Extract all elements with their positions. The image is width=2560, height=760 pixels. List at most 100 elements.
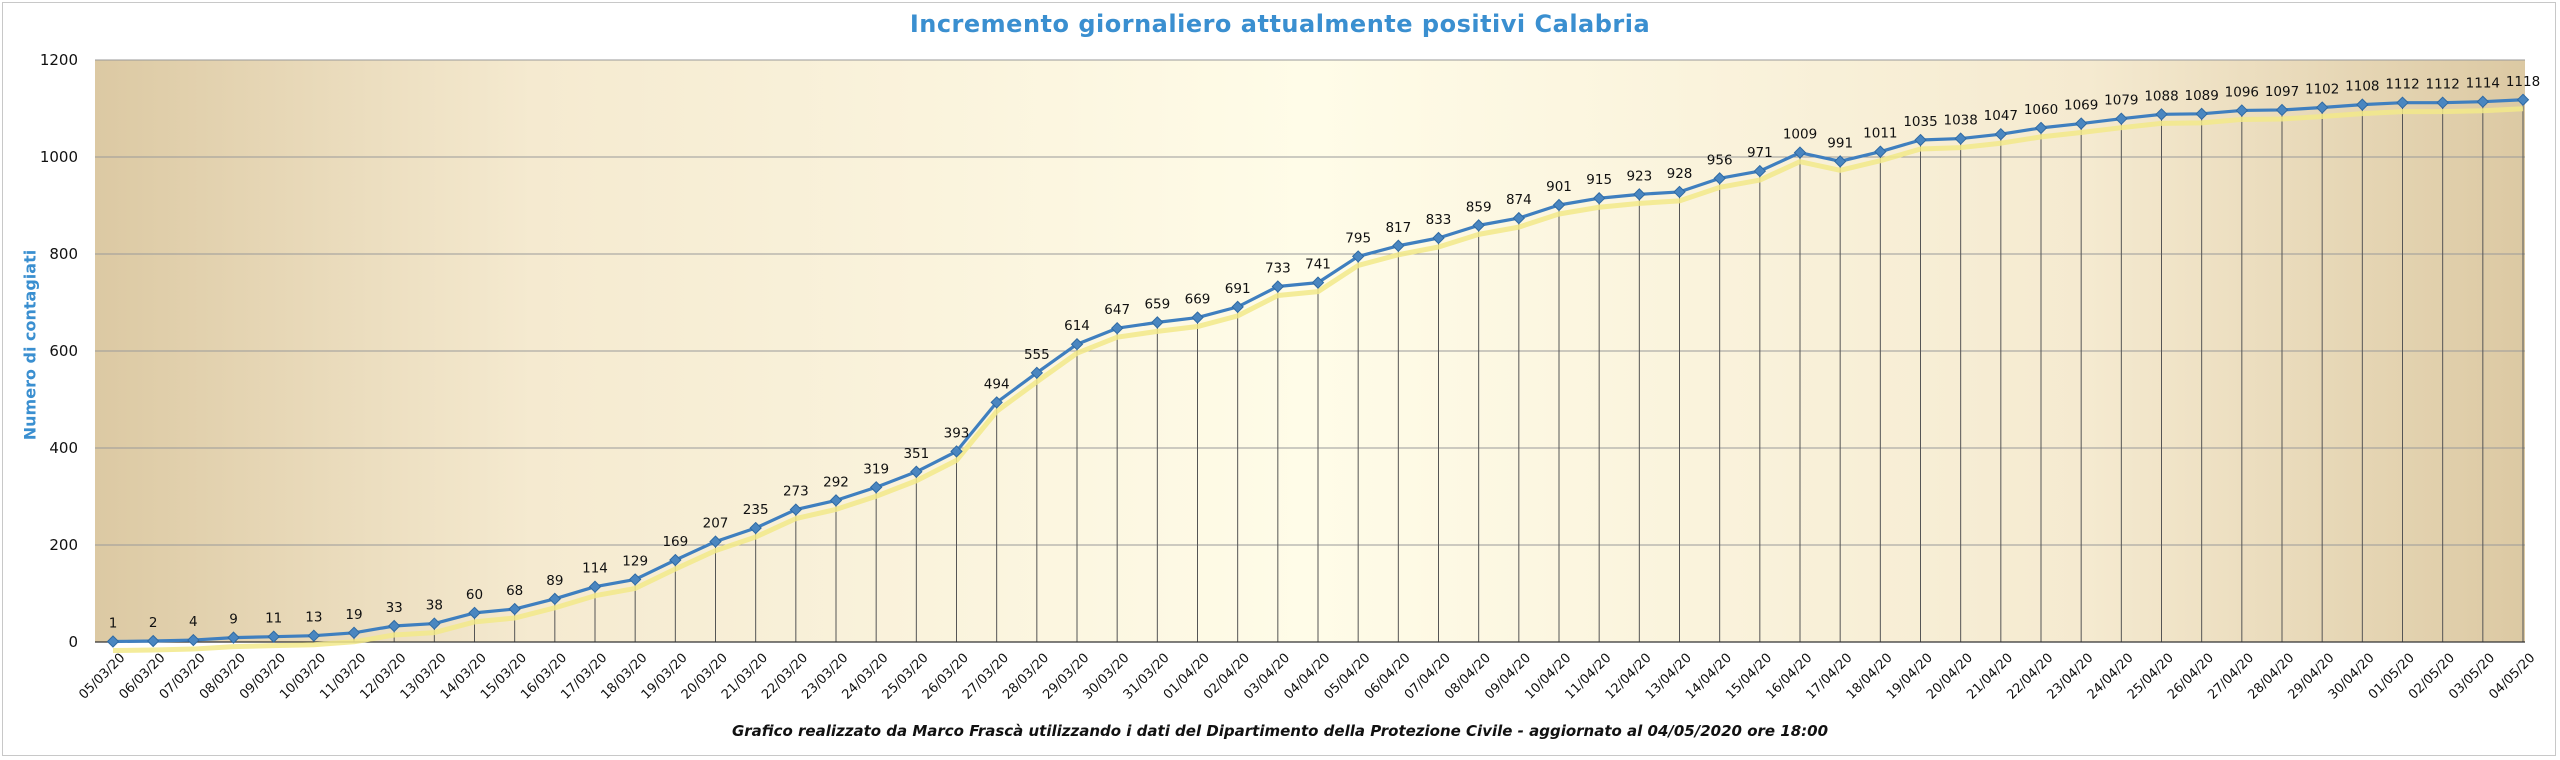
- y-tick-label: 1200: [40, 51, 78, 69]
- data-label: 859: [1466, 199, 1492, 215]
- data-label: 11: [265, 611, 282, 627]
- data-label: 971: [1747, 145, 1773, 161]
- data-label: 235: [743, 502, 769, 518]
- data-label: 647: [1104, 302, 1130, 318]
- series-shadow-line: [112, 106, 2524, 654]
- data-point: [2275, 103, 2289, 117]
- data-point: [829, 494, 843, 507]
- data-label: 1035: [1903, 114, 1937, 130]
- data-label: 991: [1827, 135, 1853, 151]
- data-point: [669, 553, 682, 567]
- data-point: [1432, 231, 1445, 245]
- data-point: [588, 580, 602, 593]
- data-label: 817: [1385, 220, 1411, 236]
- data-point: [146, 634, 160, 648]
- data-label: 1011: [1863, 126, 1897, 142]
- data-point: [468, 606, 481, 620]
- data-label: 1112: [2425, 77, 2459, 93]
- data-label: 928: [1667, 166, 1693, 182]
- data-label: 292: [823, 474, 849, 490]
- data-point: [187, 633, 200, 647]
- data-label: 169: [662, 534, 688, 550]
- data-label: 874: [1506, 192, 1532, 208]
- data-point: [2195, 107, 2208, 121]
- data-point: [628, 573, 642, 586]
- data-point: [106, 635, 120, 648]
- data-point: [1552, 198, 1566, 212]
- data-point: [789, 503, 803, 516]
- data-label: 614: [1064, 318, 1090, 334]
- x-tick-labels: 05/03/2006/03/2007/03/2008/03/2009/03/20…: [76, 651, 2538, 703]
- data-point: [307, 629, 321, 642]
- data-point: [950, 445, 963, 458]
- data-label: 901: [1546, 179, 1572, 195]
- data-label: 1: [109, 616, 118, 632]
- data-point: [2356, 98, 2369, 111]
- data-point: [2115, 112, 2128, 125]
- data-point: [1673, 185, 1686, 199]
- data-label: 1047: [1984, 108, 2018, 124]
- data-label: 1088: [2144, 88, 2178, 104]
- data-label: 1060: [2024, 102, 2058, 118]
- data-label: 494: [984, 376, 1010, 392]
- data-point: [2396, 96, 2409, 109]
- data-point: [387, 619, 401, 633]
- data-label: 1112: [2385, 77, 2419, 93]
- data-label: 4: [189, 614, 198, 630]
- data-label: 89: [546, 573, 563, 589]
- data-point: [1392, 239, 1405, 252]
- data-label: 795: [1345, 230, 1371, 246]
- data-label: 691: [1225, 281, 1251, 297]
- data-point: [1151, 316, 1164, 329]
- data-label: 1108: [2345, 79, 2379, 95]
- data-point: [910, 465, 923, 478]
- data-point: [2074, 117, 2088, 130]
- data-label: 114: [582, 561, 608, 577]
- data-point: [1793, 146, 1807, 159]
- data-point: [2315, 101, 2329, 114]
- y-tick-labels: 0 200 400 600 800 1000 1200: [40, 51, 78, 651]
- data-point: [709, 535, 722, 548]
- data-point: [1994, 127, 2008, 141]
- data-point: [990, 396, 1003, 409]
- data-point: [347, 626, 361, 639]
- data-label: 1096: [2225, 84, 2259, 100]
- data-label: 923: [1626, 168, 1652, 184]
- data-point: [1633, 188, 1646, 201]
- data-point: [1954, 132, 1967, 145]
- data-label: 741: [1305, 257, 1331, 273]
- data-point: [1191, 311, 1204, 324]
- data-label: 1102: [2305, 82, 2339, 98]
- data-point: [2476, 95, 2490, 108]
- data-point: [1914, 133, 1927, 147]
- y-tick-label: 1000: [40, 148, 78, 166]
- data-label: 19: [345, 607, 362, 623]
- chart-title: Incremento giornaliero attualmente posit…: [909, 10, 1651, 38]
- data-label: 915: [1586, 172, 1612, 188]
- data-label: 733: [1265, 260, 1291, 276]
- data-label: 1114: [2466, 76, 2500, 92]
- data-label: 13: [305, 610, 322, 626]
- data-label: 33: [386, 600, 403, 616]
- data-point: [1512, 211, 1526, 225]
- data-label: 555: [1024, 347, 1050, 363]
- data-label: 38: [426, 598, 443, 614]
- data-point: [508, 602, 521, 616]
- data-labels: 1 2 4 9 11 13 19 33 38 60 68 89 114 129 169 207 235 273 29…: [109, 74, 2540, 632]
- data-label: 1097: [2265, 84, 2299, 100]
- data-label: 659: [1144, 296, 1170, 312]
- data-point: [2235, 104, 2249, 117]
- footnote: Grafico realizzato da Marco Frascà utili…: [731, 722, 1829, 740]
- data-label: 1118: [2506, 74, 2540, 90]
- data-label: 273: [783, 484, 809, 500]
- data-point: [1472, 219, 1485, 232]
- gridlines: [95, 59, 2525, 643]
- data-point: [1271, 280, 1285, 293]
- data-point: [1713, 172, 1726, 185]
- y-tick-label: 600: [49, 342, 78, 360]
- data-label: 2: [149, 615, 158, 631]
- data-point: [1311, 276, 1325, 289]
- data-label: 1038: [1943, 113, 1977, 129]
